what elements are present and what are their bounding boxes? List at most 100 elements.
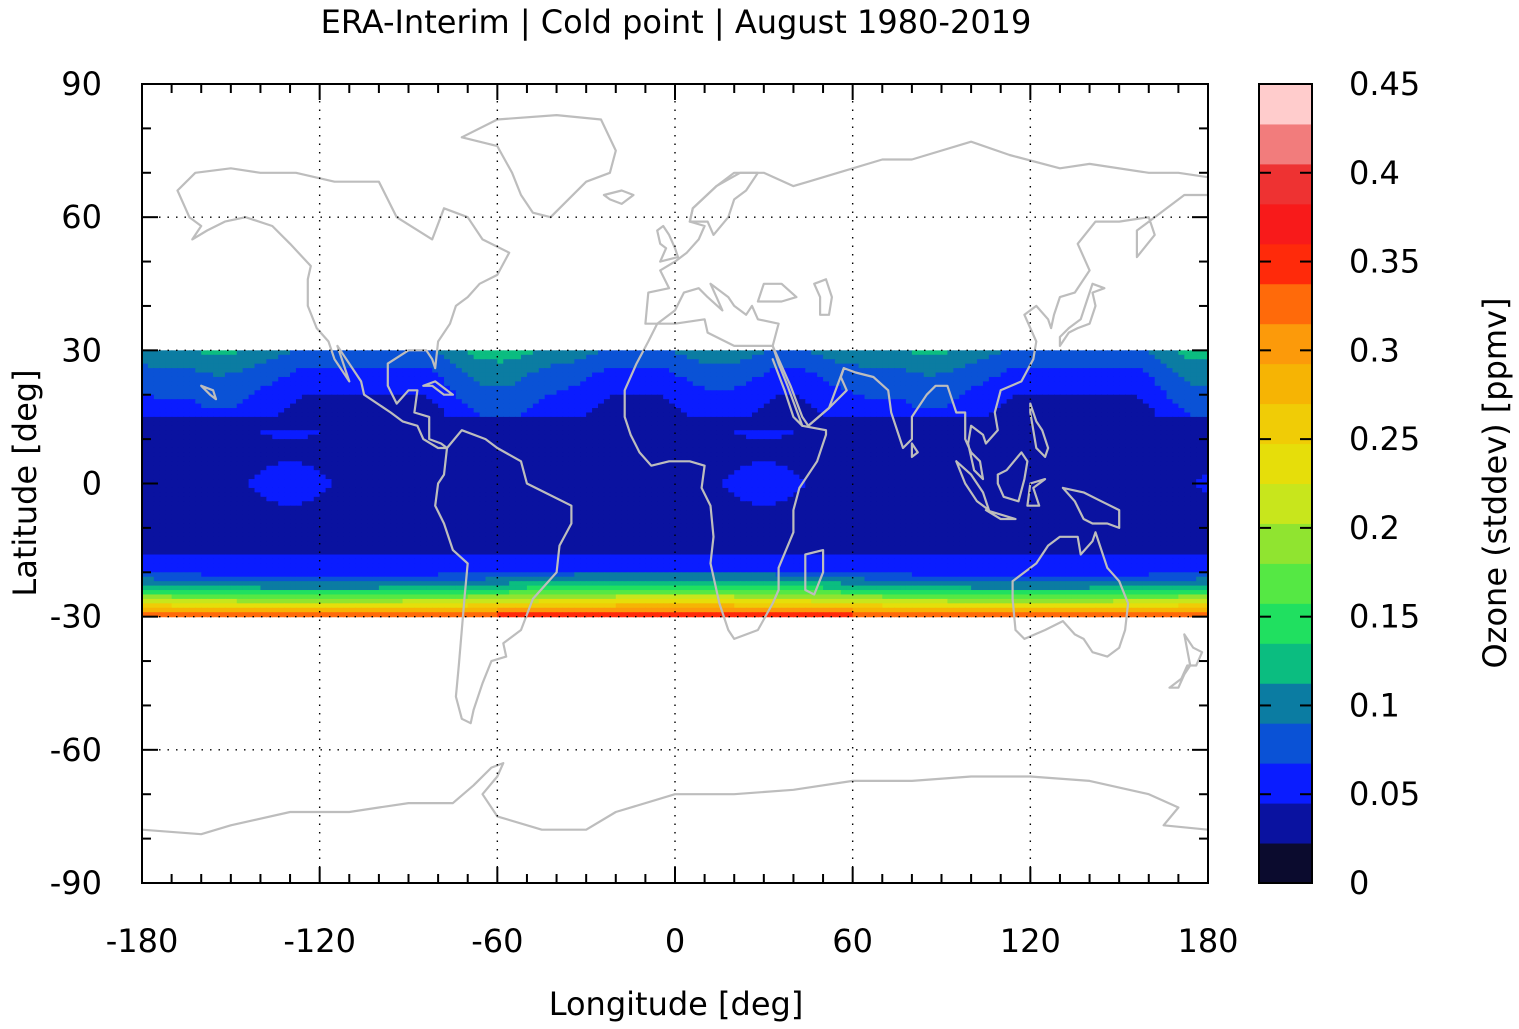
ozone-cell <box>503 416 510 422</box>
ozone-cell <box>740 456 747 462</box>
ozone-cell <box>556 443 564 449</box>
ozone-cell <box>876 412 883 418</box>
ozone-cell <box>1154 416 1162 422</box>
ozone-cell <box>1196 363 1203 369</box>
ozone-cell <box>900 408 907 414</box>
ozone-cell <box>823 394 830 400</box>
ozone-cell <box>556 412 564 418</box>
ozone-cell <box>319 430 327 436</box>
ozone-cell <box>941 470 949 476</box>
ozone-cell <box>882 434 889 440</box>
ozone-cell <box>1054 421 1061 427</box>
ozone-cell <box>1196 421 1203 427</box>
ozone-cell <box>378 376 386 383</box>
ozone-cell <box>1148 456 1156 462</box>
ozone-cell <box>763 456 771 462</box>
ozone-cell <box>740 434 747 440</box>
ozone-cell <box>710 390 718 396</box>
ozone-cell <box>1196 381 1203 387</box>
ozone-cell <box>266 452 273 458</box>
ozone-cell <box>177 376 185 383</box>
ozone-cell <box>905 350 913 356</box>
ozone-cell <box>1059 368 1067 374</box>
ozone-cell <box>568 470 575 476</box>
ozone-cell <box>319 421 327 427</box>
ozone-cell <box>201 381 208 387</box>
ozone-cell <box>384 425 392 431</box>
ozone-cell <box>828 350 836 356</box>
ozone-cell <box>1119 412 1126 418</box>
ozone-cell <box>153 403 161 409</box>
ozone-cell <box>1042 363 1049 369</box>
ozone-cell <box>1036 416 1043 422</box>
ozone-cell <box>1054 403 1061 409</box>
ozone-cell <box>870 394 877 400</box>
ozone-cell <box>846 372 854 378</box>
ozone-cell <box>1095 350 1102 356</box>
ozone-cell <box>319 385 327 391</box>
ozone-cell <box>461 425 469 431</box>
ozone-cell <box>900 363 907 369</box>
ozone-cell <box>313 368 321 374</box>
ozone-cell <box>147 403 155 409</box>
ozone-cell <box>633 385 641 391</box>
ozone-cell <box>680 456 688 462</box>
ozone-cell <box>971 350 978 356</box>
ozone-cell <box>716 434 723 440</box>
ozone-cell <box>1000 461 1008 467</box>
ozone-cell <box>515 447 522 454</box>
ozone-cell <box>402 376 410 383</box>
ozone-cell <box>1125 412 1132 418</box>
ozone-cell <box>319 447 327 454</box>
ozone-cell <box>740 381 747 387</box>
ozone-cell <box>521 456 528 462</box>
ozone-cell <box>603 412 611 418</box>
ozone-cell <box>805 372 812 378</box>
ozone-cell <box>218 470 226 476</box>
ozone-cell <box>746 416 753 422</box>
ozone-cell <box>479 452 487 458</box>
ozone-cell <box>497 443 504 449</box>
ozone-cell <box>408 381 416 387</box>
ozone-cell <box>266 439 273 445</box>
ozone-cell <box>953 412 960 418</box>
ozone-cell <box>680 412 688 418</box>
ozone-cell <box>1131 416 1138 422</box>
ozone-cell <box>734 439 741 445</box>
ozone-cell <box>1131 456 1138 462</box>
ozone-cell <box>1054 412 1061 418</box>
ozone-cell <box>526 363 534 369</box>
ozone-cell <box>751 465 759 471</box>
ozone-cell <box>870 368 877 374</box>
ozone-cell <box>325 403 333 409</box>
ozone-cell <box>982 421 990 427</box>
ozone-cell <box>675 447 682 454</box>
ozone-cell <box>627 350 635 356</box>
ozone-cell <box>1190 434 1197 440</box>
ozone-cell <box>544 470 552 476</box>
ozone-cell <box>645 403 652 409</box>
ozone-cell <box>1048 434 1055 440</box>
ozone-cell <box>633 399 641 405</box>
ozone-cell <box>248 470 256 476</box>
ozone-cell <box>497 452 504 458</box>
ozone-cell <box>562 399 569 405</box>
ozone-cell <box>1113 456 1120 462</box>
ozone-cell <box>408 376 416 383</box>
ozone-cell <box>586 390 593 396</box>
ozone-cell <box>905 394 913 400</box>
ozone-cell <box>562 403 569 409</box>
ozone-cell <box>290 368 297 374</box>
ozone-cell <box>1059 412 1067 418</box>
ozone-cell <box>444 394 451 400</box>
ozone-cell <box>775 425 783 431</box>
ozone-cell <box>763 408 771 414</box>
ozone-cell <box>331 368 339 374</box>
ozone-cell <box>900 390 907 396</box>
ozone-cell <box>290 439 297 445</box>
ozone-cell <box>153 434 161 440</box>
ozone-cell <box>876 443 883 449</box>
ozone-cell <box>580 425 587 431</box>
ozone-cell <box>337 430 344 436</box>
ozone-cell <box>325 470 333 476</box>
